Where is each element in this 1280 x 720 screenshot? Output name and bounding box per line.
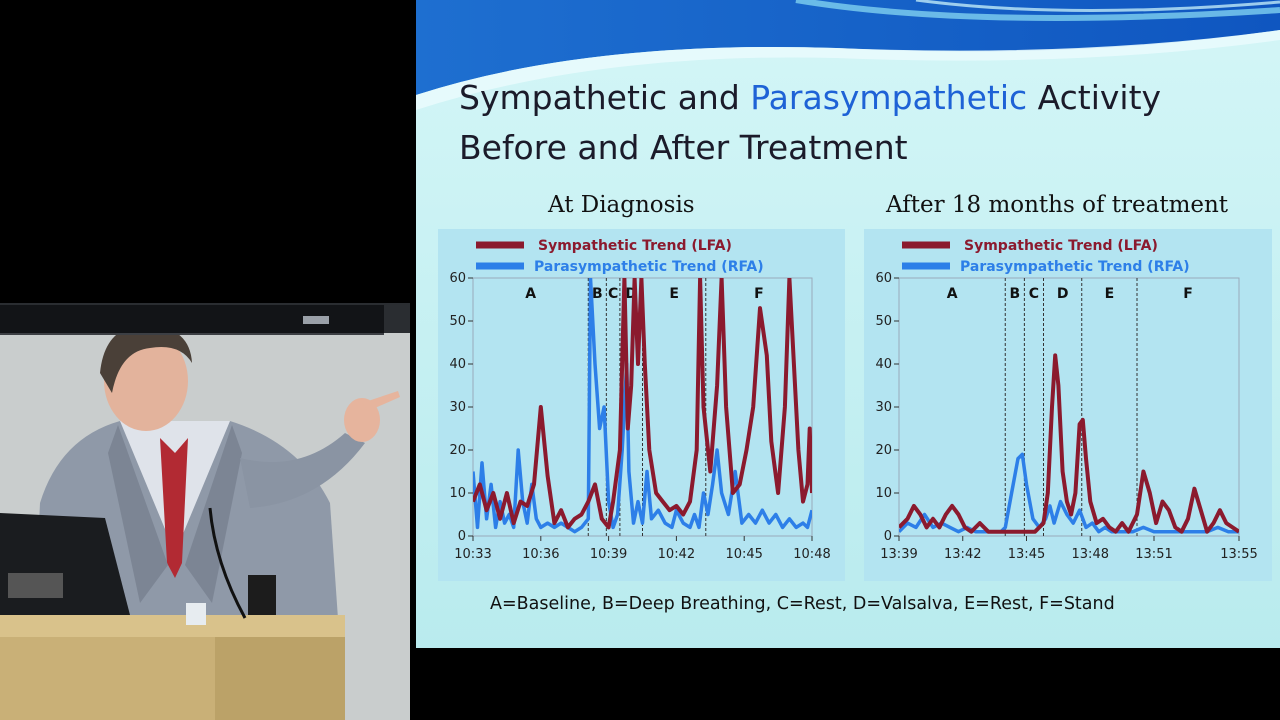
phase-label: B: [1009, 286, 1020, 302]
phase-label: F: [1183, 286, 1193, 302]
slide-title-line1: Sympathetic and Parasympathetic Activity: [459, 78, 1161, 117]
legend-label-parasympathetic: Parasympathetic Trend (RFA): [534, 259, 764, 275]
phase-legend-caption: A=Baseline, B=Deep Breathing, C=Rest, D=…: [490, 594, 1115, 614]
chart-panel-after-treatment: Sympathetic Trend (LFA) Parasympathetic T…: [864, 229, 1272, 581]
speaker-video: [0, 303, 410, 720]
series-line-parasympathetic: [473, 278, 812, 534]
phase-label: D: [1057, 286, 1069, 302]
x-tick-label: 10:42: [658, 547, 695, 562]
legend-label-parasympathetic: Parasympathetic Trend (RFA): [960, 259, 1190, 275]
series-line-sympathetic: [473, 278, 812, 530]
phase-label: E: [1105, 286, 1115, 302]
chart-diagnosis: Sympathetic Trend (LFA) Parasympathetic T…: [449, 238, 830, 562]
title-highlight: Parasympathetic: [750, 78, 1028, 117]
phase-label: A: [525, 286, 536, 302]
x-tick-label: 10:39: [590, 547, 627, 562]
y-tick-label: 20: [449, 443, 466, 458]
series-line-parasympathetic: [899, 452, 1239, 534]
x-tick-label: 10:45: [725, 547, 762, 562]
legend-label-sympathetic: Sympathetic Trend (LFA): [538, 238, 732, 254]
y-tick-label: 20: [875, 443, 892, 458]
y-tick-label: 10: [875, 486, 892, 501]
y-tick-label: 10: [449, 486, 466, 501]
y-tick-label: 0: [458, 529, 466, 544]
y-tick-label: 60: [875, 271, 892, 286]
y-tick-label: 30: [875, 400, 892, 415]
x-tick-label: 13:39: [880, 547, 917, 562]
phase-label: C: [1029, 286, 1039, 302]
x-tick-label: 13:55: [1220, 547, 1257, 562]
chart-title-diagnosis: At Diagnosis: [548, 192, 695, 218]
y-tick-label: 40: [875, 357, 892, 372]
phase-label: B: [592, 286, 603, 302]
title-part1: Sympathetic and: [459, 78, 751, 117]
series-line-sympathetic: [899, 353, 1239, 534]
y-tick-label: 50: [449, 314, 466, 329]
presentation-slide: Sympathetic and Parasympathetic Activity…: [416, 0, 1280, 648]
phase-label: C: [608, 286, 618, 302]
x-tick-label: 13:45: [1008, 547, 1045, 562]
chart-panel-diagnosis: Sympathetic Trend (LFA) Parasympathetic T…: [438, 229, 845, 581]
chart-after-treatment: Sympathetic Trend (LFA) Parasympathetic T…: [875, 238, 1257, 562]
y-tick-label: 40: [449, 357, 466, 372]
title-part2: Activity: [1027, 78, 1162, 117]
legend-label-sympathetic: Sympathetic Trend (LFA): [964, 238, 1158, 254]
y-tick-label: 50: [875, 314, 892, 329]
phase-label: D: [625, 286, 637, 302]
slide-title-line2: Before and After Treatment: [459, 128, 908, 167]
phase-label: A: [947, 286, 958, 302]
speaker-illustration: [0, 303, 410, 720]
phase-label: E: [669, 286, 679, 302]
x-tick-label: 10:48: [793, 547, 830, 562]
y-tick-label: 0: [884, 529, 892, 544]
x-tick-label: 13:42: [944, 547, 981, 562]
phase-label: F: [754, 286, 764, 302]
x-tick-label: 13:48: [1072, 547, 1109, 562]
y-tick-label: 60: [449, 271, 466, 286]
x-tick-label: 10:36: [522, 547, 559, 562]
x-tick-label: 13:51: [1135, 547, 1172, 562]
chart-title-after-treatment: After 18 months of treatment: [886, 192, 1229, 218]
monitor-logo: [303, 316, 329, 324]
plot-frame: [898, 277, 1240, 537]
x-tick-label: 10:33: [454, 547, 491, 562]
y-tick-label: 30: [449, 400, 466, 415]
